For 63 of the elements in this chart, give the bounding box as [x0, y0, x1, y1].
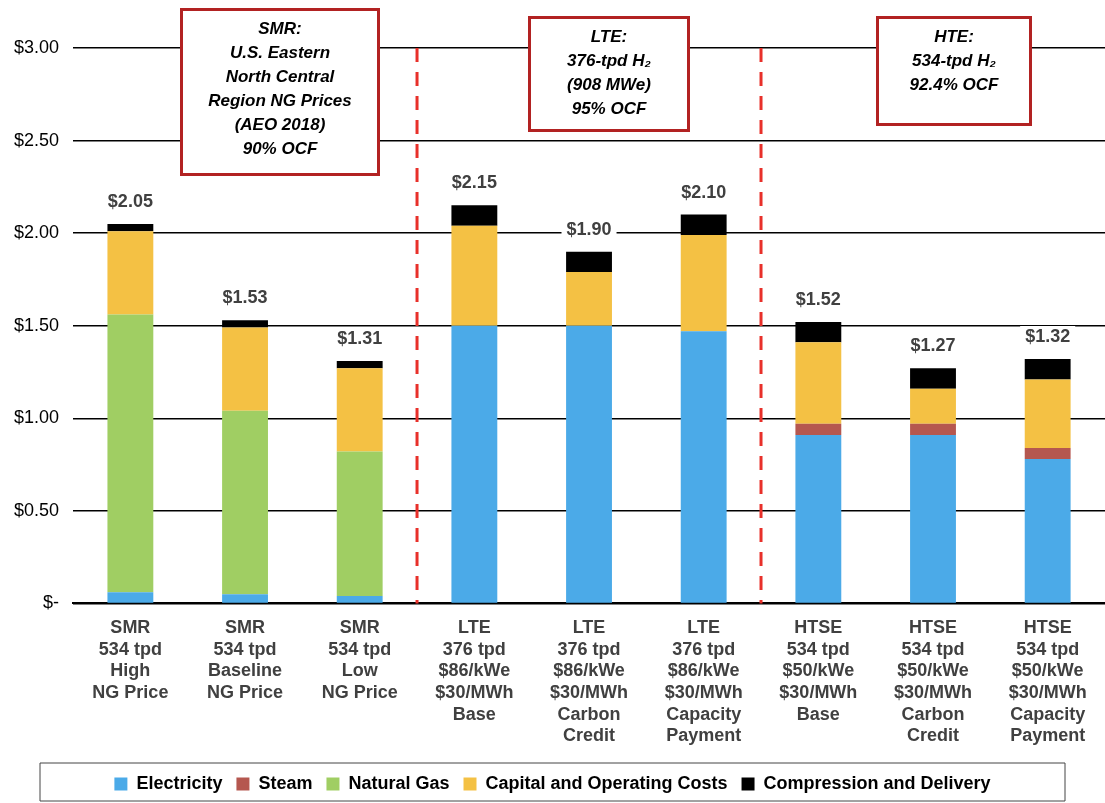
total-label: $2.10 — [681, 181, 727, 202]
total-label: $1.32 — [1025, 325, 1071, 346]
x-tick-label: HTSE 534 tpd $50/kWe $30/MWh Carbon Credit — [894, 617, 973, 746]
bar — [566, 251, 612, 273]
x-tick-label: LTE 376 tpd $86/kWe $30/MWh Capacity Payment — [664, 617, 743, 746]
bar — [222, 327, 268, 411]
bar — [1024, 379, 1071, 448]
x-tick-label: SMR 534 tpd High NG Price — [92, 617, 169, 702]
total-label: $2.15 — [451, 172, 497, 193]
bar — [795, 423, 842, 435]
text-box: SMR: U.S. Eastern North Central Region NG Prices (AEO 2018) 90% OCF — [180, 8, 380, 176]
y-tick-label: $- — [43, 592, 60, 613]
legend-label: Steam — [258, 772, 313, 793]
bar — [451, 225, 498, 326]
bar — [910, 388, 956, 424]
text-box: LTE: 376-tpd H₂ (908 MWe) 95% OCF — [528, 16, 690, 132]
bar — [222, 410, 268, 595]
bar — [680, 331, 727, 603]
bar — [566, 272, 612, 326]
bar — [1024, 459, 1071, 603]
bar — [107, 223, 154, 232]
total-label: $1.53 — [222, 287, 268, 308]
total-label: $1.31 — [337, 327, 383, 348]
bar — [336, 360, 383, 369]
bar — [451, 325, 498, 603]
bar — [336, 368, 383, 452]
bar — [107, 592, 154, 603]
bar — [910, 368, 956, 389]
x-tick-label: HTSE 534 tpd $50/kWe $30/MWh Capacity Payment — [1008, 617, 1087, 746]
total-label: $1.27 — [910, 335, 956, 356]
x-tick-label: SMR 534 tpd Low NG Price — [321, 617, 398, 702]
bar — [1024, 447, 1071, 459]
bar — [910, 434, 956, 603]
bar — [107, 231, 154, 315]
x-tick-label: HTSE 534 tpd $50/kWe $30/MWh Base — [779, 617, 858, 724]
x-tick-label: LTE 376 tpd $86/kWe $30/MWh Base — [435, 617, 514, 724]
legend-label: Natural Gas — [348, 772, 450, 793]
bar — [795, 434, 842, 603]
y-tick-label: $2.50 — [14, 129, 60, 150]
legend-label: Compression and Delivery — [763, 772, 991, 793]
text-box: HTE: 534-tpd H₂ 92.4% OCF — [876, 16, 1032, 126]
bar — [451, 205, 498, 226]
bar — [910, 423, 956, 435]
bar — [336, 596, 383, 603]
y-tick-label: $0.50 — [14, 499, 60, 520]
total-label: $2.05 — [107, 190, 153, 211]
bar — [795, 342, 842, 424]
y-tick-label: $2.00 — [14, 222, 60, 243]
bar — [107, 314, 154, 593]
x-tick-label: SMR 534 tpd Baseline NG Price — [207, 617, 284, 702]
x-tick-label: LTE 376 tpd $86/kWe $30/MWh Carbon Credit — [550, 617, 629, 746]
y-tick-label: $1.00 — [14, 407, 60, 428]
total-label: $1.52 — [795, 288, 841, 309]
bar — [1024, 359, 1071, 380]
legend-label: Electricity — [136, 772, 223, 793]
bar — [680, 234, 727, 332]
bar — [336, 451, 383, 596]
bar — [566, 325, 612, 603]
y-tick-label: $3.00 — [14, 36, 60, 57]
y-tick-label: $1.50 — [14, 314, 60, 335]
total-label: $1.90 — [566, 218, 612, 239]
bar — [222, 594, 268, 603]
legend-label: Capital and Operating Costs — [485, 772, 728, 793]
